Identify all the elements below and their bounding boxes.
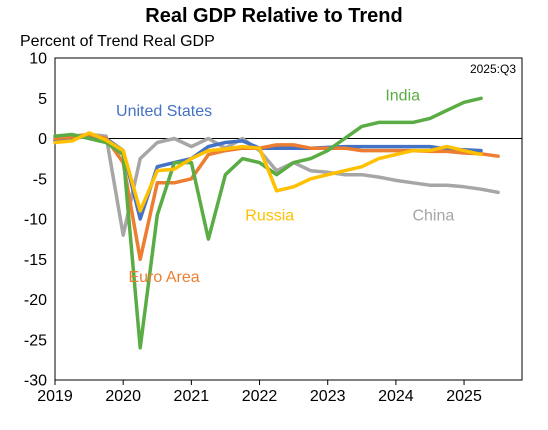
- y-tick-label: -30: [24, 373, 47, 390]
- series-lines: [53, 96, 500, 350]
- x-tick-label: 2023: [310, 388, 346, 405]
- y-tick-label: 5: [38, 91, 47, 108]
- series-label-india: India: [385, 88, 420, 105]
- x-tick-label: 2021: [174, 388, 210, 405]
- date-note: 2025:Q3: [470, 62, 516, 76]
- y-tick-label: 0: [38, 131, 47, 148]
- y-tick-label: -25: [24, 332, 47, 349]
- plot-frame: [54, 57, 523, 381]
- series-label-united-states: United States: [116, 103, 212, 120]
- y-tick-label: -10: [24, 212, 47, 229]
- x-axis-ticks: 2019 2020 2021 2022 2023 2024 2025: [37, 380, 482, 405]
- x-tick-label: 2025: [446, 388, 482, 405]
- y-axis-ticks: 10 5 0 -5 -10 -15 -20 -25 -30: [24, 51, 47, 390]
- chart-title: Real GDP Relative to Trend: [145, 5, 403, 27]
- y-tick-label: -20: [24, 292, 47, 309]
- x-tick-label: 2024: [378, 388, 414, 405]
- x-tick-label: 2022: [242, 388, 278, 405]
- x-tick-label: 2020: [105, 388, 141, 405]
- x-tick-label: 2019: [37, 388, 73, 405]
- series-label-euro-area: Euro Area: [129, 269, 200, 286]
- y-tick-label: 10: [29, 51, 47, 68]
- series-label-russia: Russia: [245, 208, 294, 225]
- y-tick-label: -5: [33, 171, 47, 188]
- series-label-china: China: [412, 208, 454, 225]
- series-labels: United States India Russia China Euro Area: [116, 88, 454, 286]
- y-tick-label: -15: [24, 252, 47, 269]
- series-line-russia: [53, 131, 483, 213]
- y-axis-label: Percent of Trend Real GDP: [20, 33, 215, 50]
